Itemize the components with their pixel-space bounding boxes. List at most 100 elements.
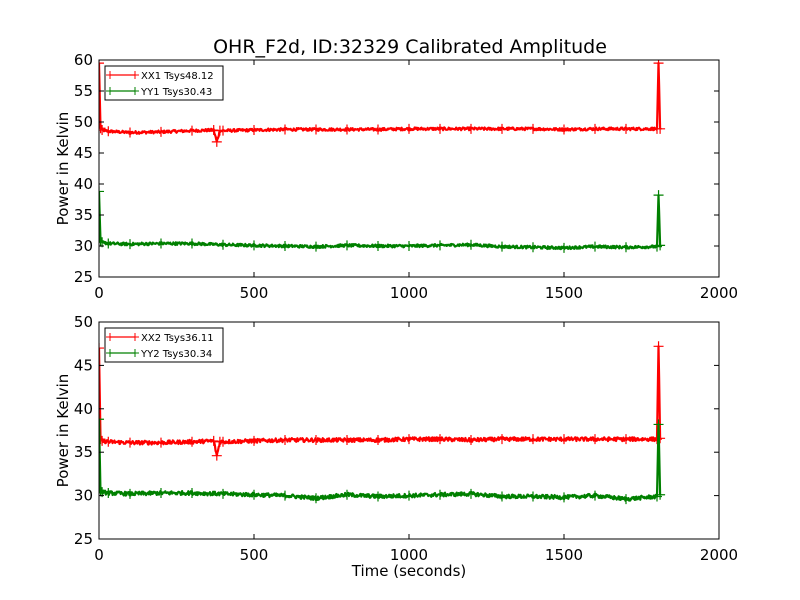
legend-marker xyxy=(131,87,139,95)
data-point xyxy=(99,435,108,446)
data-point xyxy=(280,490,290,501)
x-tick-label: 500 xyxy=(240,546,269,564)
x-axis-label: Time (seconds) xyxy=(351,562,467,580)
data-point xyxy=(280,435,290,446)
data-point xyxy=(404,434,414,445)
data-point xyxy=(404,490,414,501)
legend-marker xyxy=(131,71,139,79)
bottom-subplot: 0 500 1000 1500 2000 25 30 35 40 45 50 Power in Kel… xyxy=(54,313,738,580)
data-point xyxy=(559,242,569,253)
legend-box xyxy=(104,65,224,101)
x-tick-label: 500 xyxy=(240,284,269,302)
data-point xyxy=(559,434,569,445)
top-subplot: 0 500 1000 1500 2000 25 30 35 40 45 50 55 60 Power in… xyxy=(54,51,738,302)
y-axis-label: Power in Kelvin xyxy=(54,374,72,488)
data-point xyxy=(435,434,445,445)
data-point xyxy=(125,437,135,448)
x-tick-label: 2000 xyxy=(700,546,738,564)
data-point xyxy=(653,341,664,352)
chart-title: OHR_F2d, ID:32329 Calibrated Amplitude xyxy=(213,36,607,58)
data-point xyxy=(404,241,414,251)
y-tick-label: 30 xyxy=(74,237,93,255)
data-point xyxy=(653,60,664,69)
data-point xyxy=(211,450,222,461)
data-point xyxy=(655,489,666,500)
data-point xyxy=(187,487,197,498)
data-point xyxy=(99,236,106,247)
data-point xyxy=(99,414,104,425)
x-tick-label: 1500 xyxy=(545,546,583,564)
x-tick-label: 1000 xyxy=(390,284,428,302)
y-tick-label: 50 xyxy=(74,113,93,131)
data-point xyxy=(621,494,631,505)
data-point xyxy=(156,238,166,249)
data-point xyxy=(208,435,219,446)
data-point xyxy=(125,488,135,499)
legend-marker xyxy=(106,87,114,95)
data-point xyxy=(249,240,259,251)
y-tick-label: 45 xyxy=(74,144,93,162)
data-point xyxy=(218,125,228,136)
data-point xyxy=(156,437,166,448)
x-tick-label: 1500 xyxy=(545,284,583,302)
y-tick-label: 40 xyxy=(74,175,93,193)
data-point xyxy=(653,419,664,430)
y-tick-label: 35 xyxy=(74,443,93,461)
data-point xyxy=(497,491,507,502)
legend: XX2 Tsys36.11 YY2 Tsys30.34 xyxy=(104,327,224,363)
x-tick-label: 1000 xyxy=(390,546,428,564)
y-tick-label: 45 xyxy=(74,356,93,374)
data-point xyxy=(99,486,106,497)
data-point xyxy=(653,190,664,201)
data-point xyxy=(590,490,600,501)
data-point xyxy=(621,242,631,253)
data-point xyxy=(621,123,631,134)
data-point xyxy=(103,238,114,249)
legend-label: YY1 Tsys30.43 xyxy=(140,87,212,98)
data-point xyxy=(218,488,228,499)
data-point xyxy=(373,241,383,251)
data-point xyxy=(528,491,538,502)
data-point xyxy=(342,240,352,251)
data-point xyxy=(497,434,507,445)
data-point xyxy=(435,240,445,251)
data-point xyxy=(187,125,197,136)
y-tick-label: 30 xyxy=(74,487,93,505)
data-point xyxy=(280,124,290,135)
data-point xyxy=(156,126,166,137)
data-point xyxy=(373,435,383,446)
legend-box xyxy=(104,327,224,363)
y-tick-label: 25 xyxy=(74,268,93,286)
data-point xyxy=(342,489,352,500)
data-point xyxy=(249,435,259,446)
data-point xyxy=(559,124,569,135)
x-tick-label: 0 xyxy=(94,284,104,302)
data-point xyxy=(125,127,135,138)
x-tick-label: 0 xyxy=(94,546,104,564)
data-point xyxy=(621,434,631,445)
legend-marker xyxy=(106,349,114,357)
y-tick-label: 40 xyxy=(74,400,93,418)
x-tick-label: 2000 xyxy=(700,284,738,302)
data-point xyxy=(590,434,600,445)
data-point xyxy=(528,434,538,445)
data-point xyxy=(99,186,104,197)
data-point xyxy=(311,124,321,135)
data-point xyxy=(99,343,104,354)
legend-marker xyxy=(131,333,139,341)
data-point xyxy=(99,125,108,136)
data-point xyxy=(342,124,352,135)
legend: XX1 Tsys48.12 YY1 Tsys30.43 xyxy=(104,65,224,101)
data-point xyxy=(497,241,507,252)
data-point xyxy=(103,436,114,447)
data-point xyxy=(590,123,600,134)
data-point xyxy=(435,123,445,134)
y-axis-label: Power in Kelvin xyxy=(54,112,72,226)
data-point xyxy=(466,488,476,499)
legend-label: XX1 Tsys48.12 xyxy=(141,71,214,82)
legend-marker xyxy=(106,71,114,79)
legend-label: XX2 Tsys36.11 xyxy=(141,333,214,344)
data-point xyxy=(528,123,538,134)
data-point xyxy=(249,489,259,500)
